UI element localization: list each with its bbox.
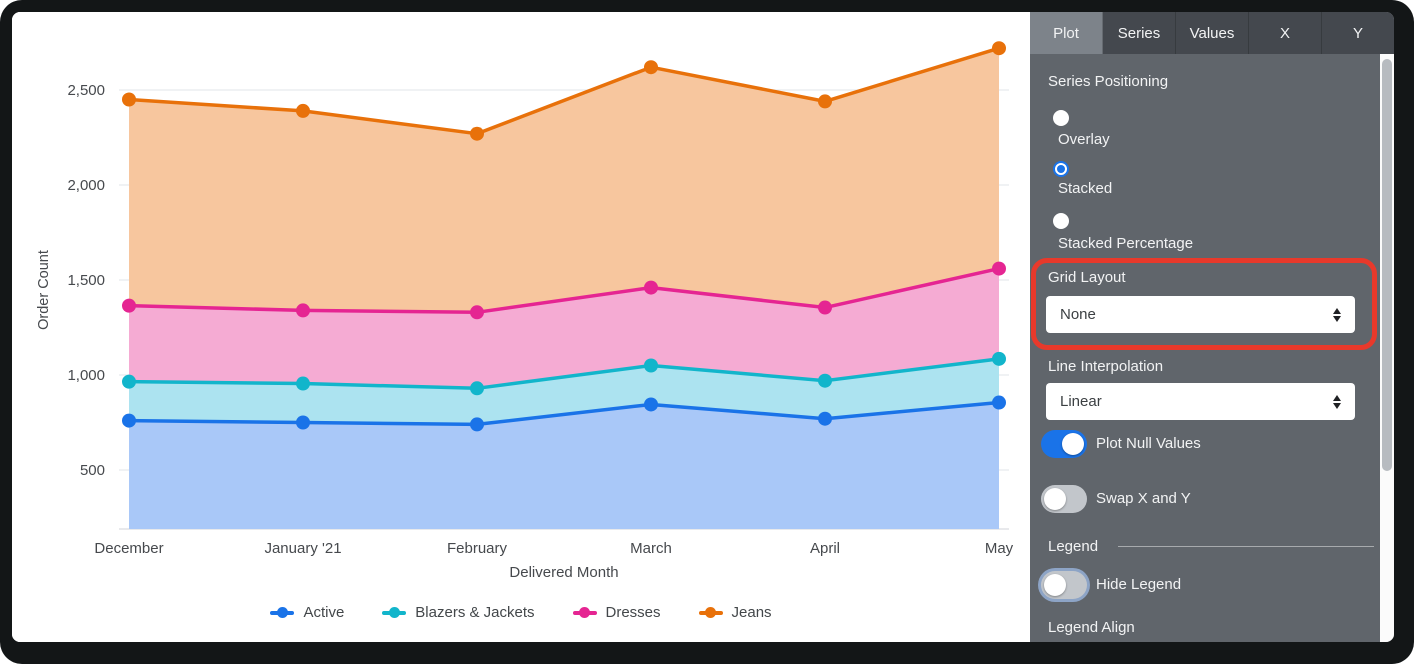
y-tick-label: 500	[80, 462, 105, 479]
swap-x-and-y-toggle[interactable]	[1041, 485, 1087, 513]
x-tick-label: February	[447, 540, 508, 557]
series-positioning-heading: Series Positioning	[1048, 73, 1169, 90]
plot-null-values-toggle[interactable]	[1041, 430, 1087, 458]
area-band-Active	[129, 402, 999, 529]
series-line-Blazers & Jackets	[128, 357, 1000, 391]
series-line-Jeans	[128, 46, 1000, 136]
data-point-Jeans-2	[470, 126, 484, 141]
chart-properties-panel: Plot Series Values X Y Series Positionin…	[1030, 12, 1394, 642]
chart-legend: Active Blazers & Jackets Dresses Jeans	[12, 604, 1030, 621]
toggle-knob	[1062, 433, 1084, 455]
data-point-Active-5	[992, 395, 1006, 410]
data-point-Dresses-5	[992, 261, 1006, 276]
x-tick-label: March	[630, 540, 672, 557]
legend-align-label: Legend Align	[1048, 619, 1135, 636]
line-interpolation-select[interactable]: Linear	[1046, 383, 1355, 420]
y-axis-title: Order Count	[36, 250, 52, 330]
radio-stacked-percentage-label[interactable]: Stacked Percentage	[1058, 235, 1194, 252]
data-point-Blazers & Jackets-0	[122, 374, 136, 389]
tab-values[interactable]: Values	[1176, 12, 1249, 54]
legend-label: Dresses	[605, 604, 661, 621]
series-line-Dresses	[128, 266, 1000, 315]
data-point-Active-2	[470, 417, 484, 432]
legend-item-Jeans[interactable]: Jeans	[698, 604, 772, 621]
series-line-Active	[128, 400, 1000, 427]
data-point-Jeans-0	[122, 92, 136, 107]
data-point-Blazers & Jackets-5	[992, 351, 1006, 366]
data-point-Jeans-5	[992, 41, 1006, 56]
tab-series[interactable]: Series	[1103, 12, 1176, 54]
updown-arrows-icon	[1333, 307, 1341, 322]
y-tick-label: 2,500	[67, 82, 105, 99]
y-tick-label: 1,000	[67, 367, 105, 384]
legend-item-Active[interactable]: Active	[270, 604, 344, 621]
data-point-Blazers & Jackets-2	[470, 381, 484, 396]
area-band-Jeans	[129, 48, 999, 313]
hide-legend-label: Hide Legend	[1096, 576, 1182, 593]
legend-item-Dresses[interactable]: Dresses	[572, 604, 661, 621]
stacked-area-chart: 500 1,000 1,500 2,000 2,500 December January '…	[36, 41, 1014, 581]
data-point-Active-4	[818, 411, 832, 426]
data-point-Dresses-1	[296, 303, 310, 318]
tab-plot[interactable]: Plot	[1030, 12, 1103, 54]
area-band-Dresses	[129, 268, 999, 389]
chart-region: 500 1,000 1,500 2,000 2,500 December January '…	[12, 12, 1030, 642]
data-point-Dresses-0	[122, 298, 136, 313]
radio-stacked[interactable]	[1053, 161, 1069, 177]
grid-layout-value: None	[1060, 306, 1096, 323]
grid-layout-select[interactable]: None	[1046, 296, 1355, 333]
line-interpolation-label: Line Interpolation	[1048, 358, 1164, 375]
data-point-Dresses-2	[470, 305, 484, 320]
legend-marker-icon	[698, 607, 723, 618]
y-tick-label: 2,000	[67, 177, 105, 194]
radio-stacked-percentage[interactable]	[1053, 213, 1069, 229]
data-point-Jeans-4	[818, 94, 832, 109]
data-point-Blazers & Jackets-3	[644, 358, 658, 373]
x-tick-label: January '21	[264, 540, 341, 557]
legend-marker-icon	[572, 607, 597, 618]
data-point-Jeans-1	[296, 103, 310, 118]
x-tick-label: December	[94, 540, 163, 557]
grid-layout-label: Grid Layout	[1048, 269, 1126, 286]
data-point-Blazers & Jackets-4	[818, 373, 832, 388]
panel-scrollbar-thumb[interactable]	[1382, 59, 1392, 471]
radio-stacked-label[interactable]: Stacked	[1058, 180, 1113, 197]
legend-marker-icon	[270, 607, 295, 618]
updown-arrows-icon	[1333, 394, 1341, 409]
legend-item-Blazers & Jackets[interactable]: Blazers & Jackets	[382, 604, 535, 621]
tab-x[interactable]: X	[1249, 12, 1322, 54]
area-band-Blazers & Jackets	[129, 358, 999, 425]
section-divider	[1118, 546, 1374, 547]
data-point-Active-0	[122, 413, 136, 428]
panel-scrollbar-track[interactable]	[1380, 54, 1394, 642]
plot-null-values-label: Plot Null Values	[1096, 435, 1201, 452]
radio-overlay[interactable]	[1053, 110, 1069, 126]
legend-section-heading: Legend	[1048, 538, 1099, 555]
data-point-Blazers & Jackets-1	[296, 376, 310, 391]
legend-label: Active	[303, 604, 345, 621]
legend-label: Blazers & Jackets	[415, 604, 535, 621]
y-tick-label: 1,500	[67, 272, 105, 289]
panel-tabbar: Plot Series Values X Y	[1030, 12, 1394, 54]
legend-label: Jeans	[731, 604, 772, 621]
radio-overlay-label[interactable]: Overlay	[1058, 131, 1110, 148]
data-point-Dresses-3	[644, 280, 658, 295]
swap-x-and-y-label: Swap X and Y	[1096, 490, 1191, 507]
toggle-knob	[1044, 488, 1066, 510]
x-tick-label: May	[985, 540, 1014, 557]
data-point-Active-1	[296, 415, 310, 430]
data-point-Jeans-3	[644, 60, 658, 75]
data-point-Active-3	[644, 397, 658, 412]
tab-y[interactable]: Y	[1352, 24, 1363, 42]
line-interpolation-value: Linear	[1060, 393, 1102, 410]
toggle-knob	[1044, 574, 1066, 596]
hide-legend-toggle[interactable]	[1041, 571, 1087, 599]
app-window: 500 1,000 1,500 2,000 2,500 December January '…	[12, 12, 1394, 642]
data-point-Dresses-4	[818, 300, 832, 315]
x-axis-title: Delivered Month	[509, 564, 618, 581]
x-tick-label: April	[810, 540, 840, 557]
legend-marker-icon	[382, 607, 407, 618]
